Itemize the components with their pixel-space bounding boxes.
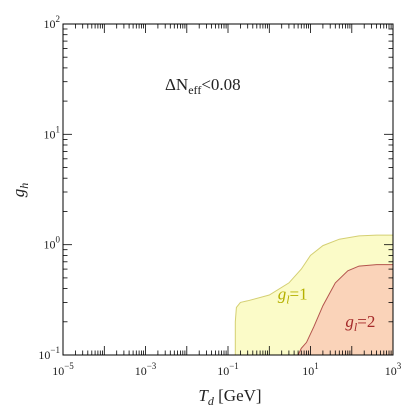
region-label-2: gl=2 bbox=[345, 312, 375, 334]
y-tick-label: 100 bbox=[44, 235, 61, 252]
region-labels: gl=1 gl=2 bbox=[278, 284, 376, 334]
region-fill-2 bbox=[298, 264, 393, 355]
x-tick-label: 10−5 bbox=[52, 361, 74, 378]
tick-labels: 10−5 10−3 10−1 101 103 10−1 100 101 102 bbox=[38, 14, 401, 378]
y-tick-label: 102 bbox=[44, 14, 61, 31]
regions bbox=[234, 234, 393, 356]
axis-ticks bbox=[62, 24, 394, 356]
x-tick-label: 10−1 bbox=[217, 361, 239, 378]
delta-neff-annotation: ΔNeff<0.08 bbox=[165, 75, 241, 97]
x-axis-label: Td [GeV] bbox=[198, 386, 261, 408]
y-tick-label: 10−1 bbox=[38, 345, 60, 362]
region-boundary-2 bbox=[297, 264, 393, 356]
y-tick-label: 101 bbox=[44, 124, 61, 141]
x-tick-label: 103 bbox=[385, 361, 402, 378]
x-tick-label: 10−3 bbox=[135, 361, 157, 378]
region-label-1: gl=1 bbox=[278, 284, 308, 306]
y-axis-label: gh bbox=[9, 183, 31, 198]
x-tick-label: 101 bbox=[302, 361, 319, 378]
region-boundary-1 bbox=[234, 234, 393, 355]
